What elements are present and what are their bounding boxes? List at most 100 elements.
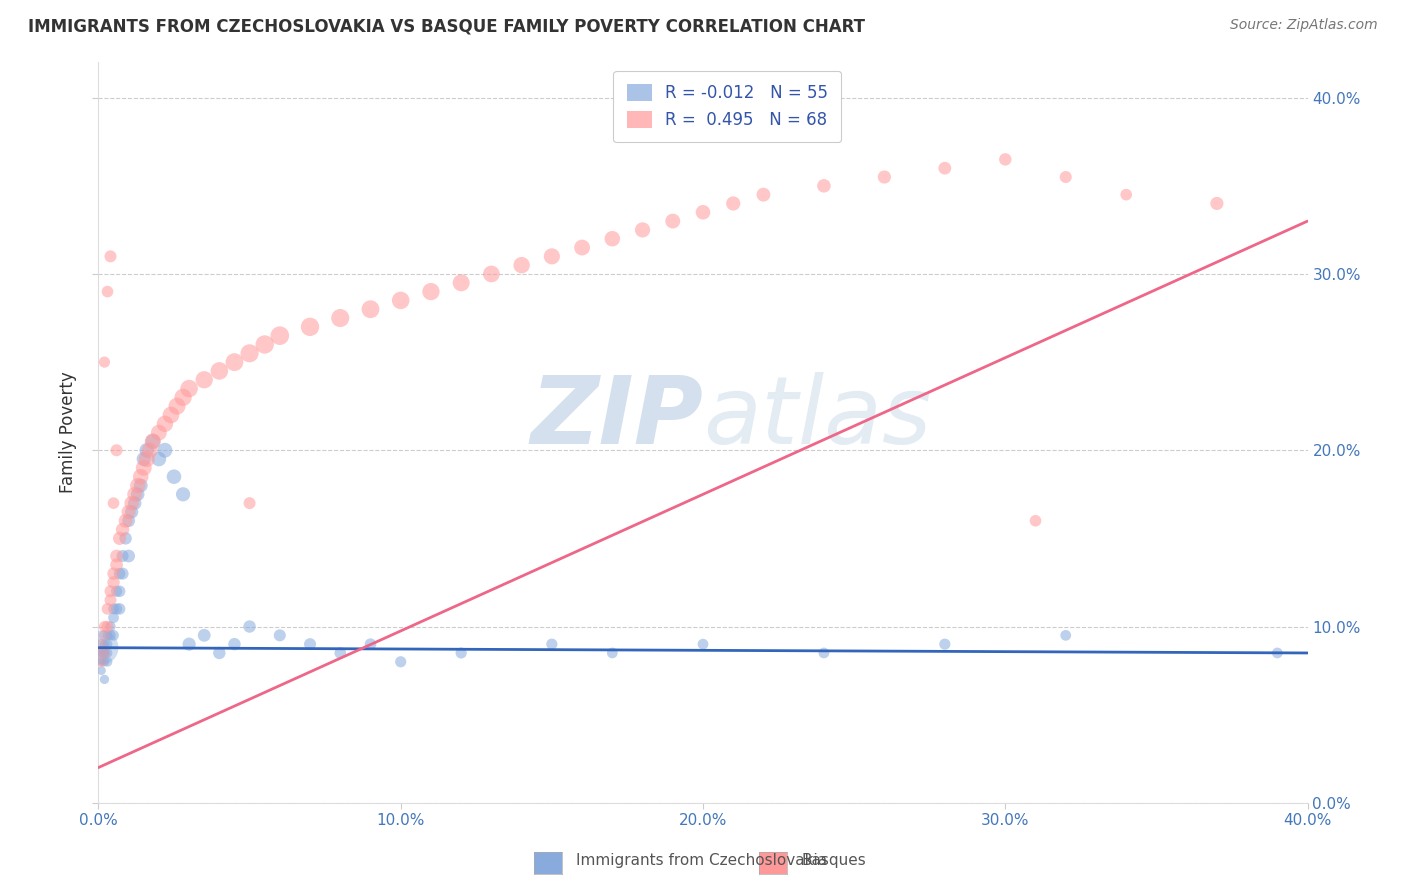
Point (108, 532, 131, 546)
Point (450, 276, 472, 290)
Text: atlas: atlas (703, 372, 931, 463)
Point (239, 496, 262, 510)
Point (93, 646, 115, 660)
Point (93, 619, 115, 633)
Point (179, 637, 201, 651)
Point (90, 646, 112, 660)
Point (129, 469, 152, 483)
Point (153, 417, 176, 431)
Point (269, 628, 291, 642)
Point (166, 399, 188, 413)
Point (124, 496, 146, 510)
Point (90, 646, 112, 660)
Point (179, 382, 201, 396)
Point (105, 443, 128, 458)
Point (1115, 187, 1137, 202)
Point (90, 640, 112, 655)
Point (239, 619, 262, 633)
Point (108, 584, 131, 599)
Point (139, 443, 162, 458)
Point (135, 443, 157, 458)
Point (299, 637, 322, 651)
Point (692, 637, 714, 651)
Point (420, 285, 443, 299)
Point (239, 346, 262, 360)
Point (93, 637, 115, 651)
Point (93, 628, 115, 642)
Point (103, 602, 125, 616)
Point (873, 169, 896, 184)
Point (96, 646, 118, 660)
Point (127, 487, 149, 501)
Point (602, 646, 624, 660)
Point (103, 610, 125, 624)
Point (90, 637, 112, 651)
Point (96, 285, 118, 299)
Point (93, 646, 115, 660)
Point (93, 673, 115, 687)
Point (100, 628, 122, 642)
Point (1054, 169, 1077, 184)
Point (389, 293, 412, 308)
Point (148, 425, 170, 440)
Point (100, 584, 122, 599)
Point (389, 655, 412, 669)
Point (1054, 628, 1077, 642)
Point (96, 619, 118, 633)
Point (129, 478, 152, 492)
Point (360, 302, 382, 317)
Point (93, 355, 115, 369)
Text: Immigrants from Czechoslovakia: Immigrants from Czechoslovakia (576, 854, 828, 868)
Point (100, 619, 122, 633)
Point (121, 496, 143, 510)
Text: ZIP: ZIP (530, 372, 703, 464)
Point (103, 496, 125, 510)
Point (692, 205, 714, 219)
Point (111, 549, 134, 563)
Point (193, 628, 215, 642)
Point (93, 655, 115, 669)
Point (193, 373, 215, 387)
Point (153, 443, 176, 458)
Text: IMMIGRANTS FROM CZECHOSLOVAKIA VS BASQUE FAMILY POVERTY CORRELATION CHART: IMMIGRANTS FROM CZECHOSLOVAKIA VS BASQUE… (28, 18, 865, 36)
Point (105, 549, 128, 563)
Point (148, 452, 170, 467)
Point (96, 637, 118, 651)
Point (269, 328, 291, 343)
Point (224, 637, 246, 651)
Point (172, 390, 194, 404)
Point (103, 575, 125, 590)
Point (118, 514, 141, 528)
Point (1206, 196, 1229, 211)
Point (105, 584, 128, 599)
Point (111, 523, 134, 537)
Point (481, 267, 503, 281)
Point (121, 505, 143, 519)
Point (631, 223, 654, 237)
Point (118, 549, 141, 563)
Point (540, 249, 562, 263)
Point (105, 558, 128, 572)
Point (1267, 646, 1289, 660)
Point (142, 434, 165, 449)
Point (934, 637, 956, 651)
Point (135, 452, 157, 467)
Point (540, 637, 562, 651)
Point (114, 514, 136, 528)
Point (111, 566, 134, 581)
Point (208, 364, 231, 378)
Point (100, 249, 122, 263)
Point (114, 532, 136, 546)
Point (813, 178, 835, 193)
Point (934, 161, 956, 176)
Point (602, 232, 624, 246)
Point (160, 408, 183, 422)
Point (163, 469, 186, 483)
Point (105, 602, 128, 616)
Text: Basques: Basques (801, 854, 866, 868)
Point (208, 646, 231, 660)
Point (96, 655, 118, 669)
Point (329, 311, 352, 326)
Text: Source: ZipAtlas.com: Source: ZipAtlas.com (1230, 18, 1378, 32)
Point (329, 646, 352, 660)
